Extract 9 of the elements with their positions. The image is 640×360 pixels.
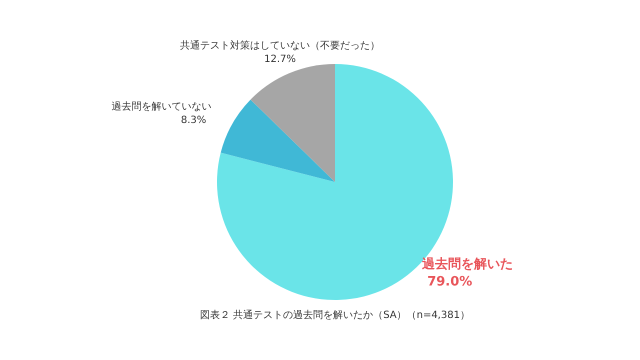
slice-label: 過去問を解いた	[420, 256, 513, 272]
slice-label: 共通テスト対策はしていない（不要だった）	[180, 40, 380, 52]
data-label: 12.7%	[264, 54, 296, 66]
pie-slice	[250, 64, 335, 182]
text: 図表２ 共通テストの過去問を解いたか（SA）（n=4,381）	[200, 309, 470, 321]
slice-label: 過去問を解いていない	[112, 100, 212, 113]
data-label: 8.3%	[180, 115, 206, 126]
pie-slice	[220, 100, 335, 182]
data-label: 79.0%	[427, 274, 472, 290]
